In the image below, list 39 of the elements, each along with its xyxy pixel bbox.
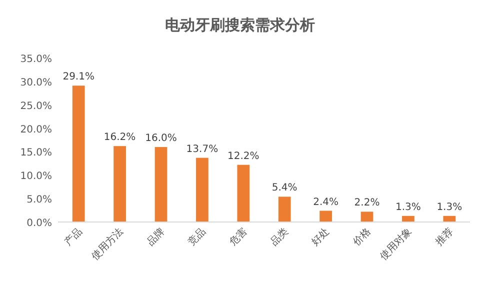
bar (237, 164, 250, 222)
x-tick-label: 危害 (226, 226, 250, 248)
y-tick-label: 35.0% (20, 54, 52, 65)
data-label: 2.2% (354, 198, 380, 209)
y-tick-label: 10.0% (20, 171, 52, 182)
bar (360, 212, 374, 222)
bar (154, 147, 168, 222)
x-tick-label: 品类 (268, 226, 291, 248)
bar (278, 196, 291, 222)
y-tick-label: 30.0% (20, 77, 52, 88)
data-label: 2.4% (313, 196, 339, 208)
data-label: 13.7% (186, 144, 218, 155)
x-tick-label: 使用方法 (89, 226, 126, 262)
y-tick-label: 5.0% (26, 194, 52, 206)
x-tick-label: 产品 (62, 226, 85, 248)
data-label: 5.4% (272, 182, 298, 194)
data-label: 16.2% (104, 132, 136, 144)
x-tick-label: 推荐 (432, 226, 456, 248)
bar (114, 146, 126, 222)
data-label: 1.3% (436, 202, 462, 213)
data-label: 16.0% (145, 133, 177, 144)
bar (402, 216, 414, 222)
x-tick-label: 品牌 (144, 226, 168, 248)
x-tick-label: 竞品 (186, 226, 208, 248)
data-label: 12.2% (228, 150, 260, 162)
chart-title: 电动牙刷搜索需求分析 (165, 16, 315, 34)
x-tick-label: 价格 (350, 226, 374, 249)
data-label: 1.3% (395, 202, 421, 213)
x-tick-label: 好处 (309, 226, 332, 248)
bar (443, 216, 456, 222)
y-tick-label: 25.0% (20, 100, 52, 112)
y-tick-label: 15.0% (20, 148, 52, 159)
bar (320, 210, 332, 222)
bar (72, 86, 85, 222)
bar (196, 158, 208, 222)
y-tick-label: 0.0% (26, 218, 52, 229)
x-tick-label: 使用对象 (378, 226, 414, 262)
data-label: 29.1% (62, 72, 94, 83)
y-tick-label: 20.0% (20, 124, 52, 136)
